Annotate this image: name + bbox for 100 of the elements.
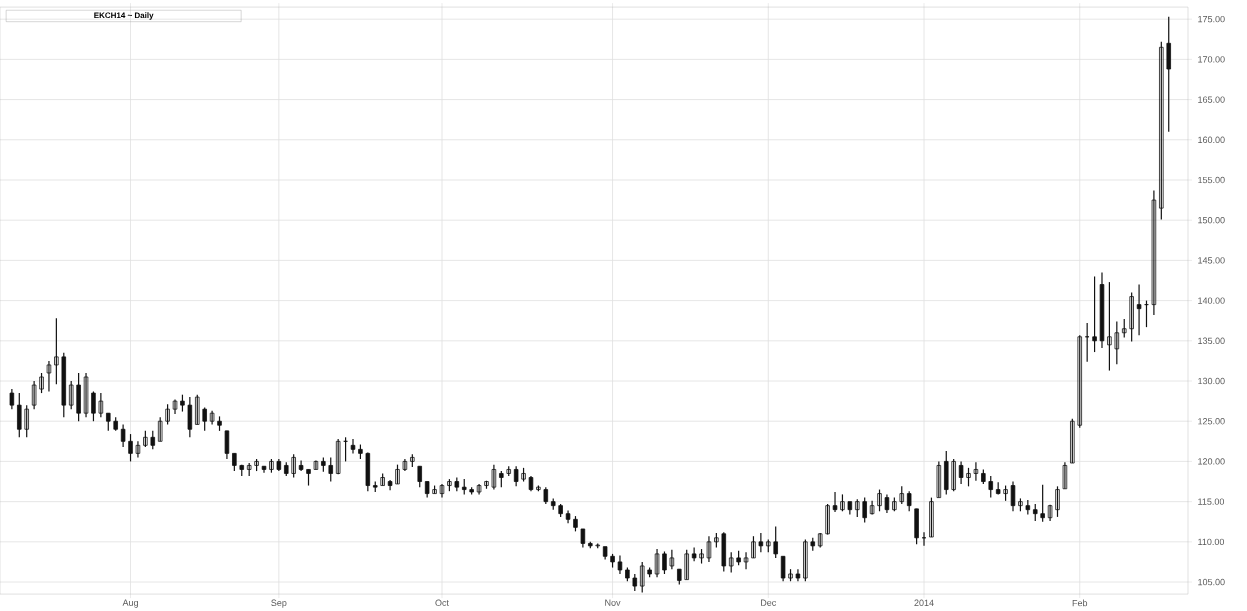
candlestick: [83, 372, 89, 418]
candlestick: [513, 465, 519, 487]
candlestick: [580, 528, 586, 549]
candlestick: [439, 483, 445, 499]
candlestick: [1136, 283, 1142, 336]
candlestick: [1055, 485, 1060, 518]
candlestick: [1159, 41, 1164, 220]
candlestick: [1107, 281, 1112, 372]
candlestick: [120, 423, 126, 448]
candlestick: [951, 458, 956, 492]
candlestick: [639, 561, 645, 594]
candlestick: [706, 535, 712, 563]
candlestick: [195, 394, 200, 426]
candlestick: [780, 555, 786, 582]
candlestick: [825, 503, 830, 536]
y-tick-label: 160.00: [1198, 136, 1225, 143]
candlestick: [395, 464, 400, 485]
candlestick: [662, 550, 667, 575]
candlestick: [31, 380, 37, 410]
y-tick-label: 130.00: [1198, 377, 1225, 385]
candlestick: [988, 475, 994, 499]
candlestick: [9, 388, 15, 410]
candlestick: [39, 372, 44, 394]
candlestick: [803, 538, 808, 582]
candlestick: [291, 453, 296, 479]
candlestick: [1151, 189, 1157, 316]
y-tick-label: 170.00: [1198, 56, 1225, 63]
candlestick: [862, 497, 867, 524]
candlestick: [24, 404, 29, 438]
candlestick: [1062, 461, 1068, 490]
candlestick: [929, 497, 934, 538]
y-tick-label: 150.00: [1198, 217, 1225, 224]
candlestick: [1092, 275, 1097, 353]
x-tick-label: Feb: [1072, 599, 1088, 607]
candlestick: [172, 398, 178, 415]
candlestick: [476, 483, 482, 495]
candlestick: [350, 438, 356, 454]
candlestick: [877, 488, 882, 512]
y-tick-label: 110.00: [1198, 538, 1225, 546]
candlestick: [98, 392, 104, 418]
x-tick-label: Sep: [271, 599, 287, 608]
candlestick: [1047, 504, 1053, 522]
candlestick: [1010, 480, 1016, 512]
candlestick: [869, 500, 875, 516]
candlestick: [1070, 418, 1075, 464]
candlestick: [68, 380, 74, 410]
candlestick: [165, 403, 170, 426]
candlestick: [958, 460, 964, 485]
candlestick: [1121, 318, 1127, 339]
y-tick-label: 140.00: [1198, 297, 1225, 304]
candlestick: [1114, 320, 1120, 365]
candlestick: [313, 460, 319, 471]
candlestick: [202, 406, 207, 432]
candlestick: [832, 491, 838, 513]
candlestick: [758, 532, 764, 553]
candlestick: [728, 551, 734, 573]
candlestick: [684, 549, 689, 581]
x-tick-label: Aug: [122, 599, 138, 608]
candlestick: [691, 546, 697, 562]
candlestick: [491, 464, 497, 491]
candlestick: [335, 438, 341, 475]
candlestick: [402, 458, 408, 472]
candlestick: [91, 390, 96, 422]
x-tick-label: 2014: [914, 599, 934, 606]
candlestick: [128, 433, 133, 463]
x-tick-label: Dec: [761, 599, 777, 606]
candlestick: [669, 549, 675, 570]
text: EKCH14 ~ Daily: [94, 12, 154, 20]
candlestick: [1077, 334, 1082, 429]
candlestick: [617, 554, 623, 575]
candlestick: [773, 525, 778, 559]
y-tick-label: 120.00: [1198, 458, 1225, 465]
candlestick: [1040, 484, 1045, 523]
x-tick-label: Oct: [435, 599, 449, 606]
candlestick: [54, 317, 59, 385]
y-tick-label: 165.00: [1198, 96, 1225, 103]
candlestick: [135, 440, 141, 458]
candlestick: [157, 416, 163, 442]
candlestick: [328, 456, 334, 483]
candlestick: [751, 535, 756, 559]
y-tick-label: 125.00: [1198, 418, 1225, 425]
candlestick: [936, 460, 942, 499]
y-tick-label: 105.00: [1198, 578, 1225, 586]
y-tick-label: 145.00: [1198, 257, 1225, 264]
candlestick: [654, 548, 660, 578]
candlestick: [150, 430, 156, 450]
candlestick: [46, 360, 52, 393]
candlestick: [1129, 291, 1134, 343]
candlestick: [224, 430, 230, 460]
y-tick-label: 155.00: [1198, 176, 1225, 184]
y-tick-label: 135.00: [1198, 337, 1225, 344]
y-tick-label: 115.00: [1198, 498, 1225, 505]
candlestick: [906, 490, 912, 512]
candlestick: [417, 465, 422, 488]
candlestick: [966, 467, 971, 487]
candlestick: [743, 551, 749, 570]
candlestick: [884, 493, 890, 514]
candlestick: [209, 410, 215, 426]
x-tick-label: Nov: [605, 599, 621, 606]
candlestick: [973, 461, 979, 482]
